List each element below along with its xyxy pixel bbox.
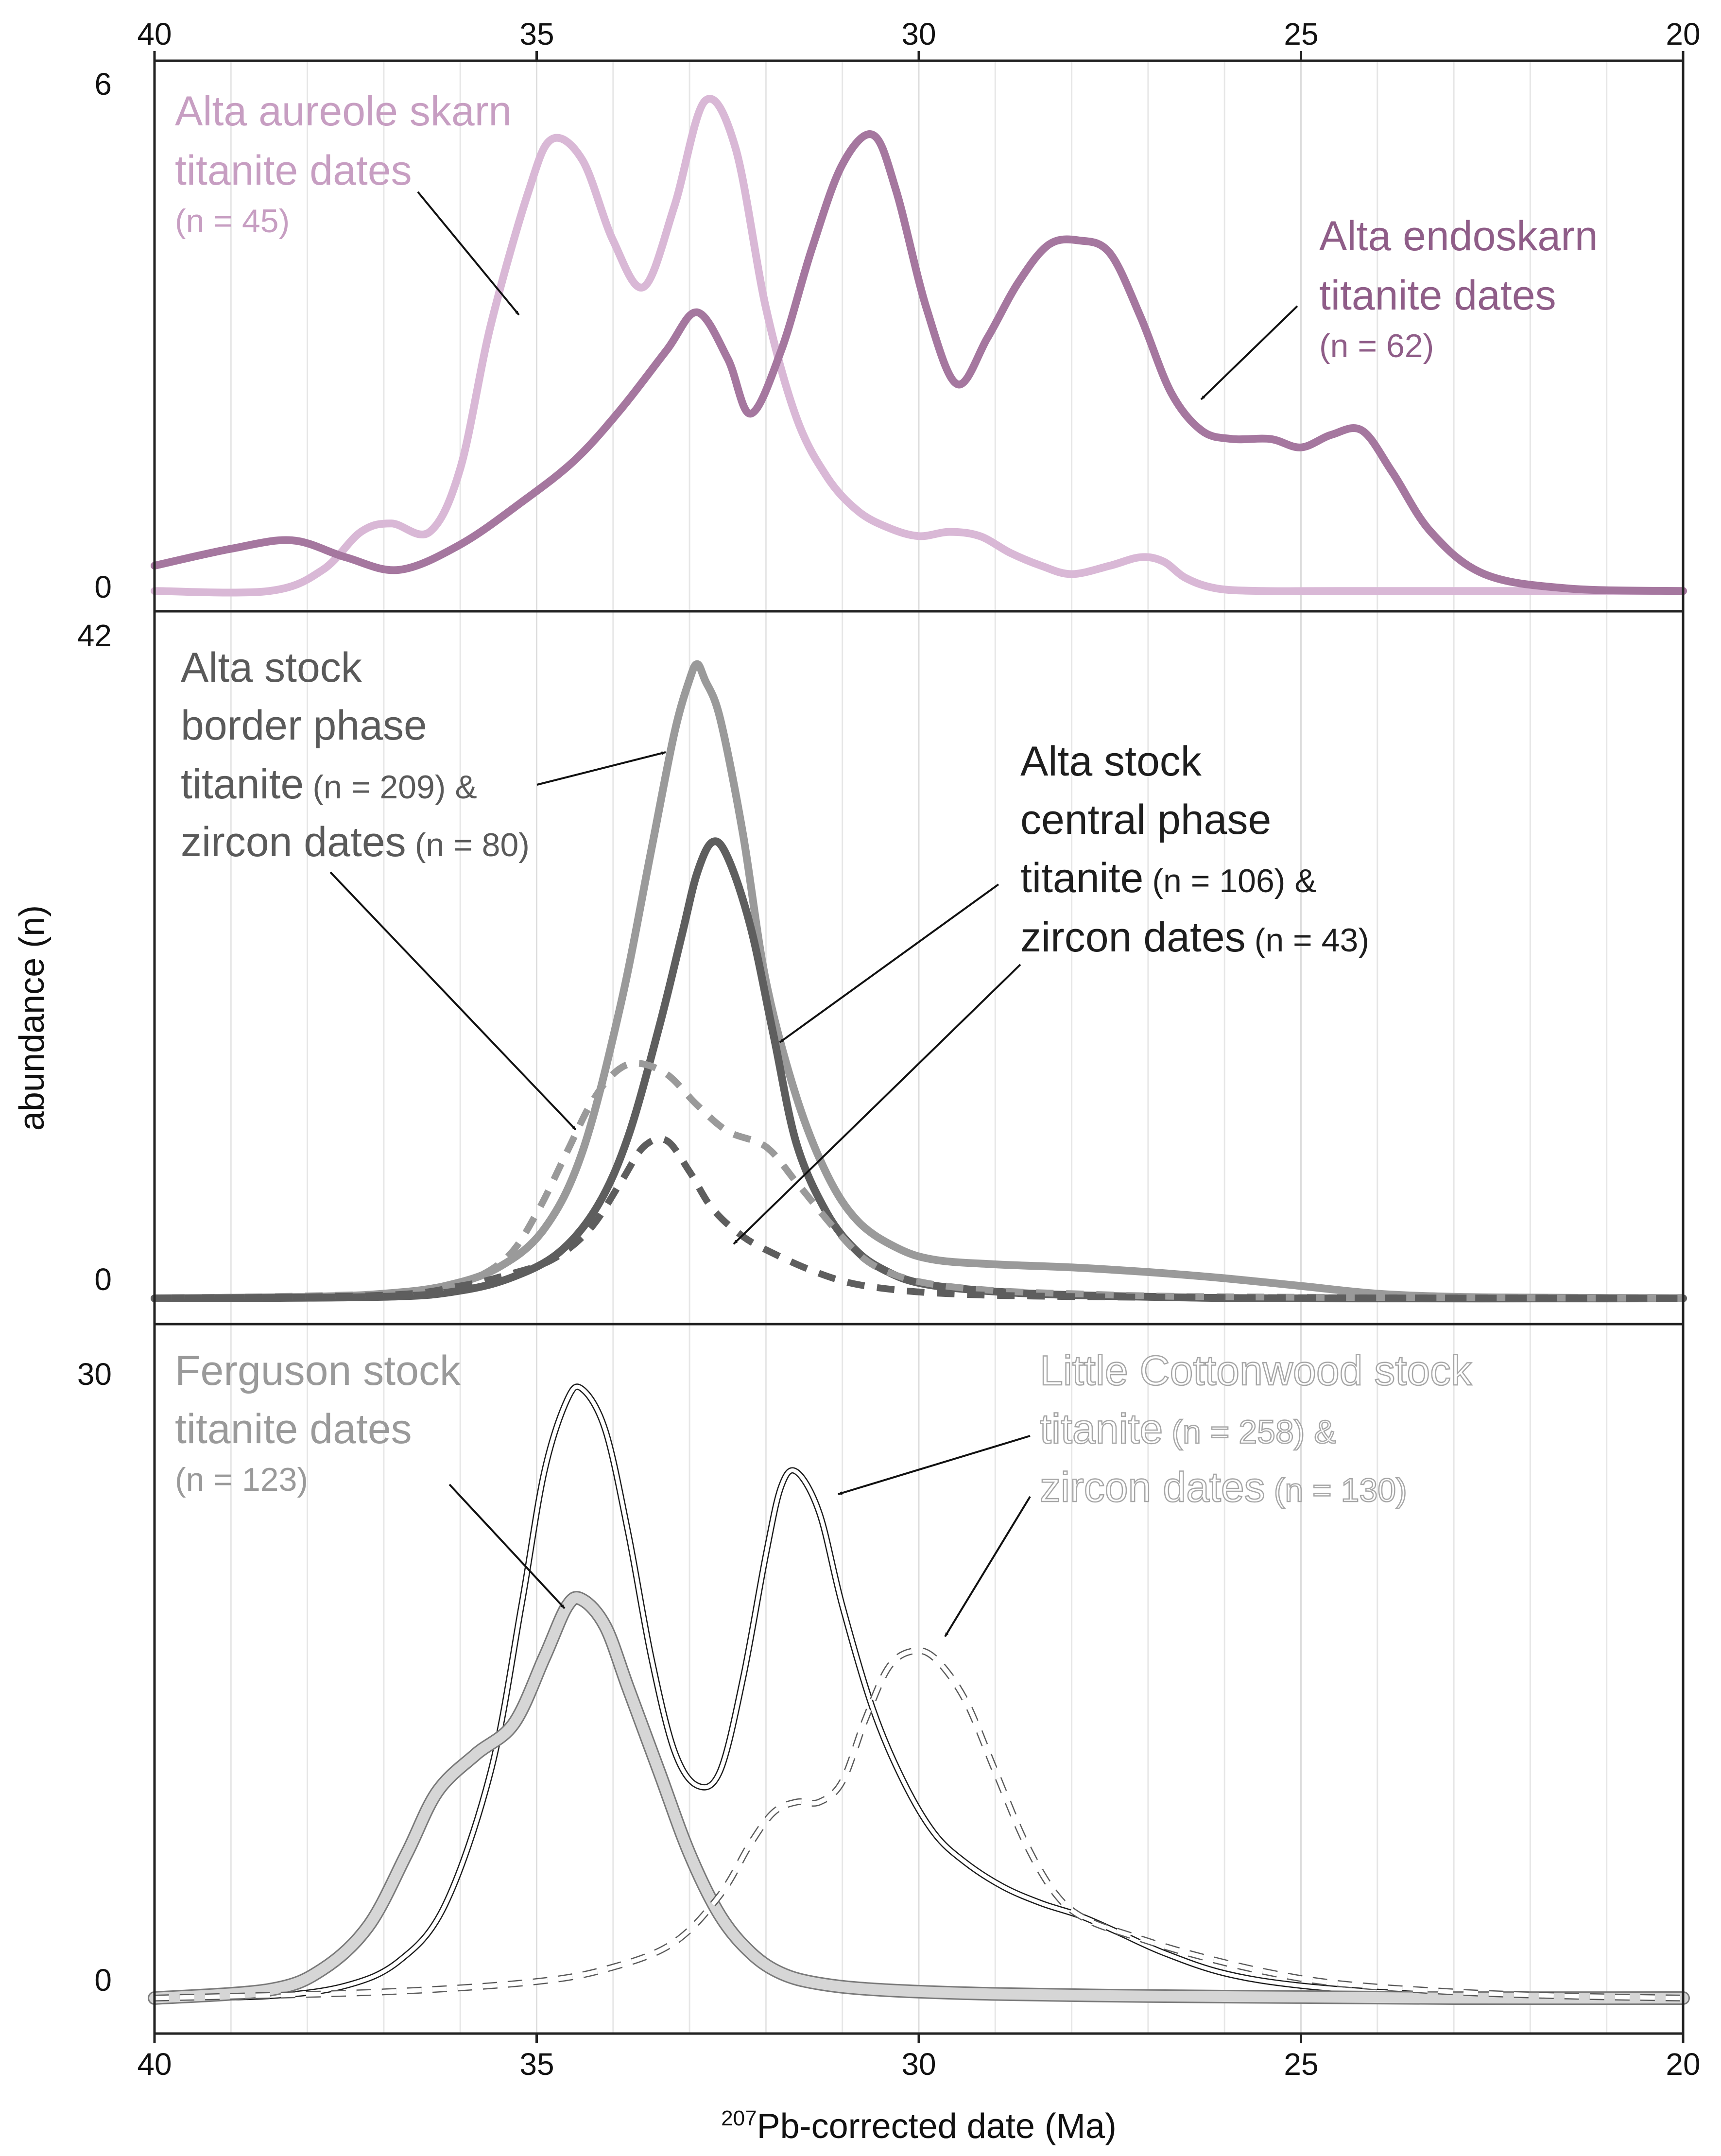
y-axis-title: abundance (n) xyxy=(13,905,52,1131)
x-axis-ticks xyxy=(153,51,1685,2043)
series-1-2 xyxy=(154,1060,1684,1302)
arrow-aureole xyxy=(417,191,520,316)
top-xtick-label: 40 xyxy=(137,17,172,52)
label-line: Alta stock xyxy=(181,644,362,691)
top-xtick-label: 30 xyxy=(901,17,936,52)
series-2-1 xyxy=(148,1591,1690,2005)
top-xtick-label: 35 xyxy=(519,17,554,52)
middle-panel-ytick-max: 42 xyxy=(77,618,112,653)
label-main: titanite xyxy=(1040,1406,1163,1452)
label-line: titanite dates xyxy=(1319,272,1556,319)
label-line: Alta endoskarn xyxy=(1319,213,1598,259)
bottom-panel-curves xyxy=(148,1383,1690,2005)
label-n: (n = 123) xyxy=(175,1461,308,1498)
top-panel-curves xyxy=(151,95,1687,597)
top-xtick-label: 25 xyxy=(1284,17,1318,52)
label-little-cottonwood-stock: Little Cottonwood stock titanite (n = 258… xyxy=(1039,1347,1473,1512)
label-line: central phase xyxy=(1020,796,1271,843)
arrow-central-zircon xyxy=(733,964,1021,1245)
label-line: Alta stock xyxy=(1020,738,1202,785)
bottom-panel-ytick-max: 30 xyxy=(77,1357,112,1392)
middle-panel-ytick-zero: 0 xyxy=(94,1262,112,1297)
label-n: (n = 62) xyxy=(1319,328,1434,364)
label-line: Alta aureole skarn xyxy=(175,88,512,135)
series-line xyxy=(151,130,1687,595)
label-alta-stock-border-phase: Alta stock border phase titanite (n = 209… xyxy=(181,644,530,865)
label-n: (n = 106) & xyxy=(1152,862,1316,899)
series-line xyxy=(151,660,1687,1302)
label-n: (n = 258) & xyxy=(1171,1414,1336,1450)
label-line: titanite dates xyxy=(175,1406,412,1452)
bottom-xtick-label: 20 xyxy=(1666,2047,1700,2082)
vertical-gridlines xyxy=(230,61,1608,2034)
label-line: titanite dates xyxy=(175,147,412,194)
series-line xyxy=(149,1592,1688,2004)
label-line: titanite (n = 209) & xyxy=(181,761,477,808)
series-1-3 xyxy=(154,1135,1684,1302)
label-line: Ferguson stock xyxy=(175,1347,461,1394)
arrow-lcc-zircon xyxy=(944,1496,1031,1638)
label-n: (n = 130) xyxy=(1274,1472,1407,1509)
bottom-xtick-label: 35 xyxy=(519,2047,554,2082)
annotation-arrows xyxy=(329,191,1298,1638)
label-main: titanite xyxy=(181,761,304,808)
x-axis-title: 207Pb-corrected date (Ma) xyxy=(721,2106,1117,2146)
series-0-0 xyxy=(151,95,1687,597)
bottom-panel-ytick-zero: 0 xyxy=(94,1963,112,1998)
label-n: (n = 80) xyxy=(415,827,530,863)
top-xtick-label: 20 xyxy=(1666,17,1700,52)
series-1-0 xyxy=(151,660,1687,1302)
bottom-xtick-label: 25 xyxy=(1284,2047,1318,2082)
middle-panel-curves xyxy=(151,660,1687,1303)
label-line: Little Cottonwood stock xyxy=(1040,1347,1472,1394)
x-axis-title-superscript: 207 xyxy=(721,2106,757,2130)
arrow-border-titanite xyxy=(536,751,666,786)
arrow-central-titanite xyxy=(779,883,999,1043)
label-main: titanite xyxy=(1020,855,1143,901)
top-panel-ytick-zero: 0 xyxy=(94,569,112,604)
label-main: zircon dates xyxy=(1020,914,1246,961)
label-ferguson-stock: Ferguson stock titanite dates (n = 123) xyxy=(175,1347,461,1498)
label-line: titanite (n = 106) & xyxy=(1020,855,1317,901)
label-line: zircon dates (n = 130) xyxy=(1040,1464,1407,1511)
label-line: zircon dates (n = 80) xyxy=(181,819,530,865)
series-line xyxy=(153,1384,1685,2000)
label-alta-stock-central-phase: Alta stock central phase titanite (n = 10… xyxy=(1020,738,1369,961)
top-panel-ytick-max: 6 xyxy=(94,67,112,102)
label-n: (n = 43) xyxy=(1255,922,1369,959)
label-main: zircon dates xyxy=(1040,1464,1265,1511)
label-n: (n = 45) xyxy=(175,203,290,240)
label-main: zircon dates xyxy=(181,819,406,865)
arrow-ferguson xyxy=(448,1483,566,1609)
series-line xyxy=(151,95,1687,597)
label-line: titanite (n = 258) & xyxy=(1040,1406,1336,1452)
series-line xyxy=(154,1135,1684,1302)
label-alta-aureole-skarn: Alta aureole skarn titanite dates (n = 4… xyxy=(175,88,512,240)
arrow-endoskarn xyxy=(1200,305,1298,400)
label-line: border phase xyxy=(181,702,427,749)
arrow-lcc-titanite xyxy=(838,1435,1031,1495)
arrow-border-zircon xyxy=(329,871,577,1131)
label-n: (n = 209) & xyxy=(312,769,477,806)
series-2-0 xyxy=(151,1383,1687,2001)
series-line xyxy=(154,1060,1684,1302)
bottom-xtick-label: 40 xyxy=(137,2047,172,2082)
bottom-xtick-label: 30 xyxy=(901,2047,936,2082)
label-line: zircon dates (n = 43) xyxy=(1020,914,1369,961)
series-0-1 xyxy=(151,130,1687,595)
series-line xyxy=(154,1648,1684,2001)
series-2-2 xyxy=(154,1647,1684,2001)
x-axis-title-main: Pb-corrected date (Ma) xyxy=(757,2107,1117,2146)
label-alta-endoskarn: Alta endoskarn titanite dates (n = 62) xyxy=(1319,213,1598,364)
